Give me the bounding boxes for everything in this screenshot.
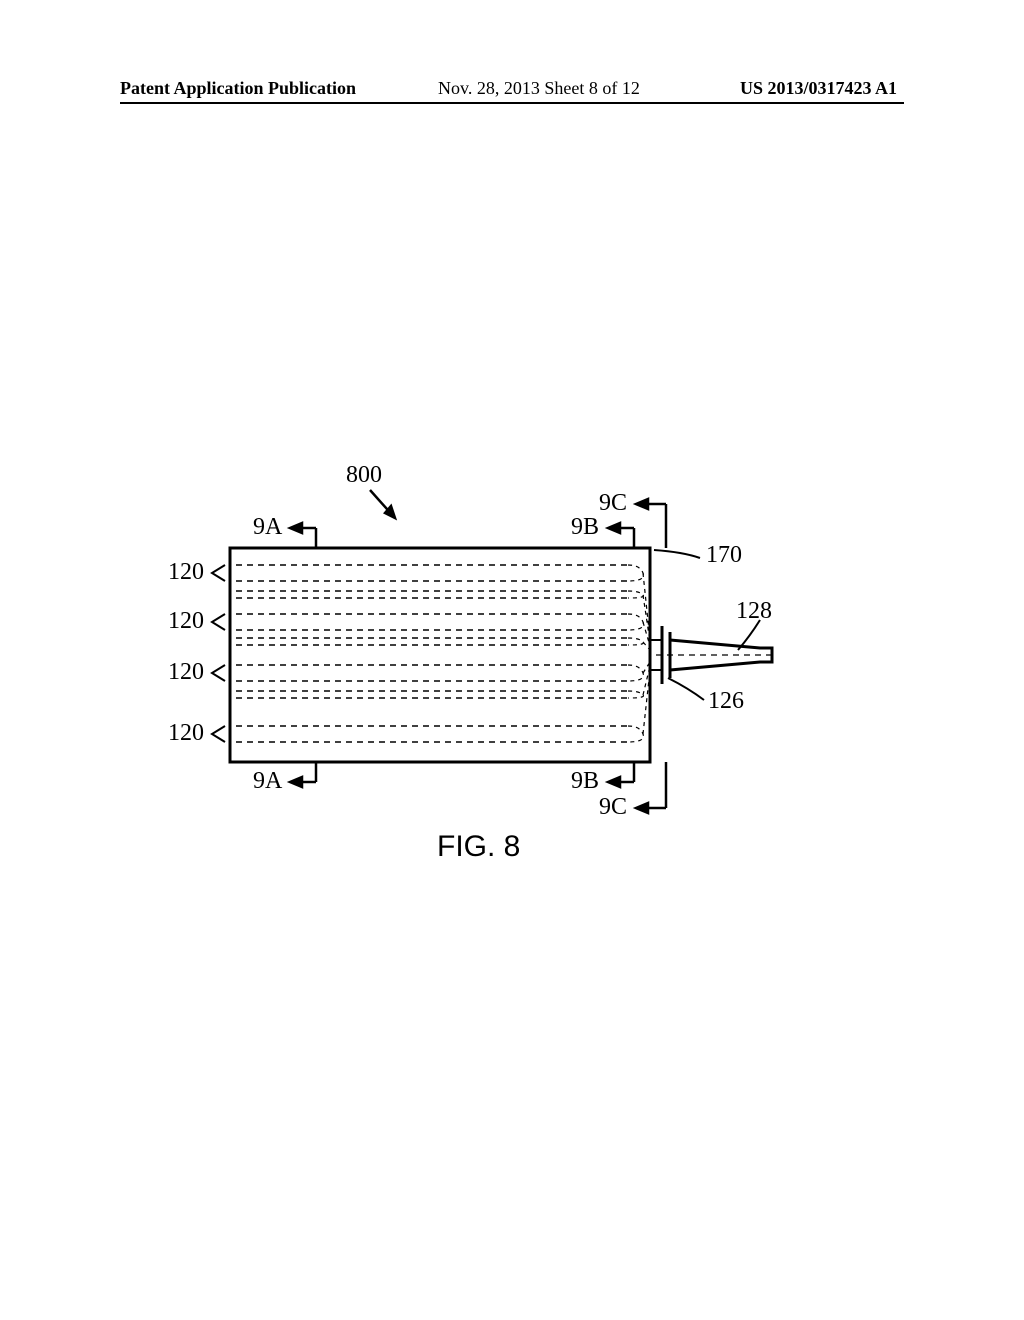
ref-120-2: 120 <box>168 608 204 635</box>
sec-9c-bot: 9C <box>599 794 627 821</box>
ref-170-leader <box>654 550 700 558</box>
pouch-body <box>230 548 650 762</box>
ref-800-leader <box>370 490 395 518</box>
channel-braces <box>628 565 650 742</box>
ref-120-1: 120 <box>168 559 204 586</box>
ref-120-4: 120 <box>168 720 204 747</box>
ref-170: 170 <box>706 542 742 569</box>
sec-9c-top: 9C <box>599 490 627 517</box>
ref-120-brackets <box>212 565 225 742</box>
figure-8: 800 9A 9B 9C 9A 9B 9C 170 128 126 120 12… <box>0 0 1024 1320</box>
figure-caption: FIG. 8 <box>437 830 520 864</box>
ref-126: 126 <box>708 688 744 715</box>
ref-126-leader <box>668 678 704 700</box>
ref-128: 128 <box>736 598 772 625</box>
ref-120-3: 120 <box>168 659 204 686</box>
sec-9b-bot: 9B <box>571 768 599 795</box>
figure-svg <box>0 0 1024 1320</box>
channel-lines <box>236 565 628 742</box>
sec-9b-top: 9B <box>571 514 599 541</box>
sec-9a-top: 9A <box>253 514 282 541</box>
page: Patent Application Publication Nov. 28, … <box>0 0 1024 1320</box>
sec-9a-bot: 9A <box>253 768 282 795</box>
ref-800: 800 <box>346 462 382 489</box>
